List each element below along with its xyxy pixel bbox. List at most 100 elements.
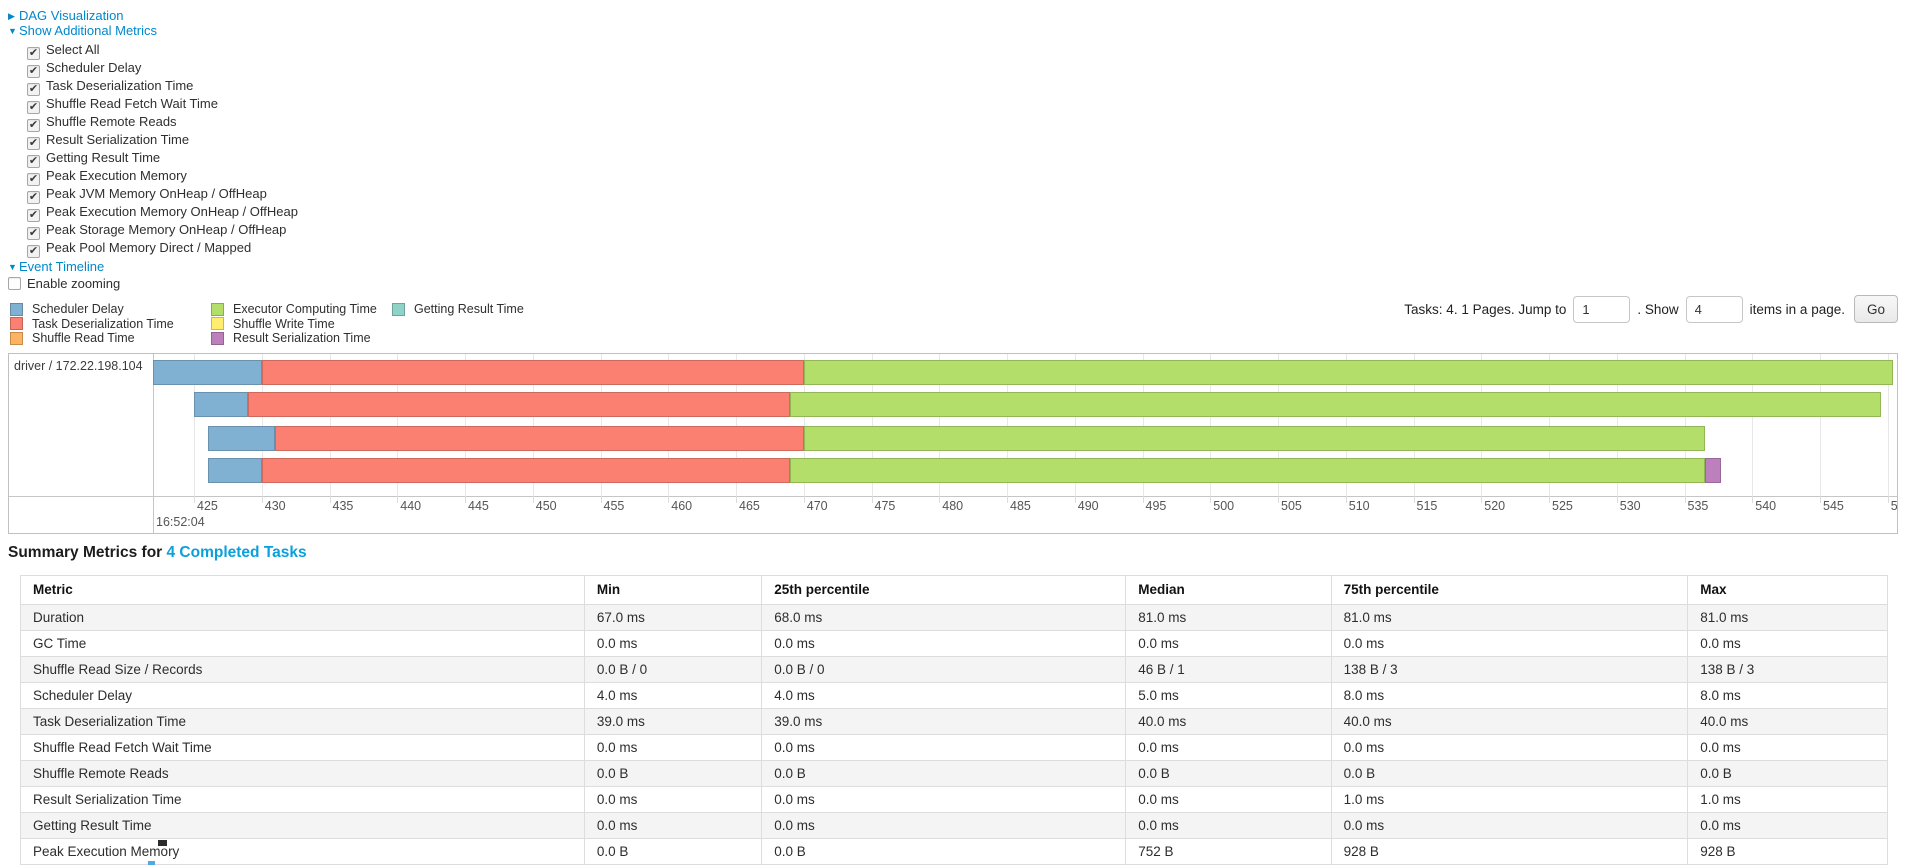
timeline-gridline xyxy=(1684,353,1686,496)
timeline-tick-mark xyxy=(1074,495,1076,503)
timeline-gridline xyxy=(1820,353,1821,496)
timeline-gridline xyxy=(465,353,466,496)
enable-zooming-row: Enable zooming xyxy=(8,276,1907,292)
metric-checkbox-label: Peak Execution Memory OnHeap / OffHeap xyxy=(46,204,298,219)
axis-start-time-label: 16:52:04 xyxy=(156,514,205,529)
enable-zooming-label: Enable zooming xyxy=(27,276,121,291)
summary-metrics-table: Metric Min 25th percentile Median 75th perce… xyxy=(20,574,1888,865)
axis-tick-label: 480 xyxy=(942,498,964,513)
metric-checkbox[interactable]: ✔ xyxy=(27,101,40,114)
task-bar-segment-scheduler-delay[interactable] xyxy=(194,391,249,417)
timeline-gridline xyxy=(532,353,534,496)
event-timeline-link[interactable]: Event Timeline xyxy=(19,259,105,274)
metric-checkbox-label: Select All xyxy=(46,42,100,57)
summary-table-cell: Shuffle Read Size / Records xyxy=(20,655,585,683)
axis-tick-label: 505 xyxy=(1281,498,1302,513)
summary-table-cell: 0.0 ms xyxy=(583,629,763,657)
metric-checkbox[interactable]: ✔ xyxy=(27,173,40,186)
legend-item: Result Serialization Time xyxy=(211,331,392,346)
axis-tick-label: 540 xyxy=(1755,498,1777,513)
axis-tick-label: 435 xyxy=(332,498,354,513)
summary-table-header: Metric Min 25th percentile Median 75th perce… xyxy=(20,574,1888,605)
metric-checkbox[interactable]: ✔ xyxy=(27,65,40,78)
summary-table-cell: 0.0 B xyxy=(761,759,1127,787)
legend-item: Shuffle Read Time xyxy=(10,331,211,346)
task-bar-segment-executor-computing[interactable] xyxy=(803,425,1705,451)
task-bar-segment-task-deserialization[interactable] xyxy=(275,425,804,451)
task-bar-segment-executor-computing[interactable] xyxy=(790,391,1881,417)
timeline-tick-mark xyxy=(1481,495,1483,503)
summary-table-cell: Peak Execution Memory xyxy=(20,837,585,865)
task-bar-segment-scheduler-delay[interactable] xyxy=(207,457,262,483)
summary-table-cell: 40.0 ms xyxy=(1687,707,1888,735)
pagination-summary-text: Tasks: 4. 1 Pages. Jump to xyxy=(1404,301,1567,317)
legend-item: Task Deserialization Time xyxy=(10,317,211,332)
show-additional-metrics-link[interactable]: Show Additional Metrics xyxy=(19,23,158,38)
dag-visualization-link[interactable]: DAG Visualization xyxy=(19,8,124,23)
axis-tick-label: 550 xyxy=(1890,498,1898,513)
legend-column: Scheduler Delay Task Deserialization Time… xyxy=(10,302,211,346)
summary-table-cell: 0.0 ms xyxy=(1125,785,1332,813)
summary-table-cell: 138 B / 3 xyxy=(1687,655,1888,683)
event-timeline-toggle[interactable]: ▼ Event Timeline xyxy=(8,259,1907,274)
task-bar-segment-task-deserialization[interactable] xyxy=(261,457,791,483)
metric-checkbox[interactable]: ✔ xyxy=(27,191,40,204)
legend-column: Executor Computing Time Shuffle Write Tim… xyxy=(211,302,392,346)
task-bar-segment-result-serialization[interactable] xyxy=(1704,457,1722,483)
timeline-gridline xyxy=(1278,353,1279,496)
summary-table-row: GC Time 0.0 ms 0.0 ms 0.0 ms 0.0 ms 0.0 ms xyxy=(20,629,1888,657)
summary-table-cell: 0.0 ms xyxy=(761,629,1127,657)
axis-tick-label: 495 xyxy=(1145,498,1167,513)
axis-tick-label: 500 xyxy=(1213,498,1235,513)
legend-item: Getting Result Time xyxy=(392,302,524,317)
timeline-tick-mark xyxy=(397,495,399,503)
metric-checkbox-label: Result Serialization Time xyxy=(46,132,190,147)
go-button[interactable]: Go xyxy=(1853,295,1898,323)
summary-table-cell: 0.0 ms xyxy=(1330,629,1689,657)
summary-table-cell: 0.0 B xyxy=(1330,759,1689,787)
summary-table-cell: 39.0 ms xyxy=(583,707,763,735)
enable-zooming-checkbox[interactable] xyxy=(8,277,21,290)
timeline-tick-mark xyxy=(1549,495,1550,503)
task-bar-segment-scheduler-delay[interactable] xyxy=(207,425,276,451)
show-additional-metrics-toggle[interactable]: ▼ Show Additional Metrics xyxy=(8,23,1907,38)
items-per-page-input[interactable] xyxy=(1685,295,1743,323)
metric-checkbox[interactable]: ✔ xyxy=(27,227,40,240)
summary-table-cell: 0.0 ms xyxy=(1330,811,1689,839)
timeline-tick-mark xyxy=(1345,495,1347,503)
metric-checkbox[interactable]: ✔ xyxy=(27,245,40,258)
metric-checkbox[interactable]: ✔ xyxy=(27,83,40,96)
executor-label-divider xyxy=(153,353,154,533)
summary-table-cell: Shuffle Read Fetch Wait Time xyxy=(20,733,585,761)
expanded-arrow-icon: ▼ xyxy=(8,26,17,36)
task-bar-segment-task-deserialization[interactable] xyxy=(248,391,791,417)
metric-checkbox[interactable]: ✔ xyxy=(27,137,40,150)
metric-checkbox-label: Scheduler Delay xyxy=(46,60,142,75)
timeline-axis-line xyxy=(9,495,1897,497)
metric-checkbox-row: ✔ Peak Execution Memory xyxy=(8,167,1907,186)
task-bar-segment-task-deserialization[interactable] xyxy=(261,359,804,385)
task-bar-segment-executor-computing[interactable] xyxy=(790,457,1705,483)
metric-checkbox[interactable]: ✔ xyxy=(27,47,40,60)
metric-checkbox[interactable]: ✔ xyxy=(27,155,40,168)
legend-item: Shuffle Write Time xyxy=(211,317,392,332)
task-bar-segment-scheduler-delay[interactable] xyxy=(153,359,262,385)
task-bar-segment-executor-computing[interactable] xyxy=(803,359,1894,385)
metric-checkbox[interactable]: ✔ xyxy=(27,209,40,222)
summary-table-cell: 0.0 ms xyxy=(1125,733,1332,761)
summary-table-cell: 0.0 B / 0 xyxy=(761,655,1127,683)
jump-to-page-input[interactable] xyxy=(1573,295,1631,323)
timeline-tick-mark xyxy=(1142,495,1144,503)
pagination-suffix-text: items in a page. xyxy=(1749,301,1845,317)
summary-col-header: Metric xyxy=(20,574,585,605)
completed-tasks-link[interactable]: 4 Completed Tasks xyxy=(166,543,307,561)
metric-checkbox[interactable]: ✔ xyxy=(27,119,40,132)
dag-visualization-toggle[interactable]: ▶ DAG Visualization xyxy=(8,8,1907,23)
summary-table-row: Scheduler Delay 4.0 ms 4.0 ms 5.0 ms 8.0 ms 8… xyxy=(20,681,1888,709)
timeline-gridline xyxy=(1887,353,1889,496)
timeline-tick-mark xyxy=(261,495,263,503)
timeline-tick-mark xyxy=(1007,495,1008,503)
axis-tick-label: 510 xyxy=(1348,498,1370,513)
summary-table-cell: 0.0 B xyxy=(1687,759,1888,787)
